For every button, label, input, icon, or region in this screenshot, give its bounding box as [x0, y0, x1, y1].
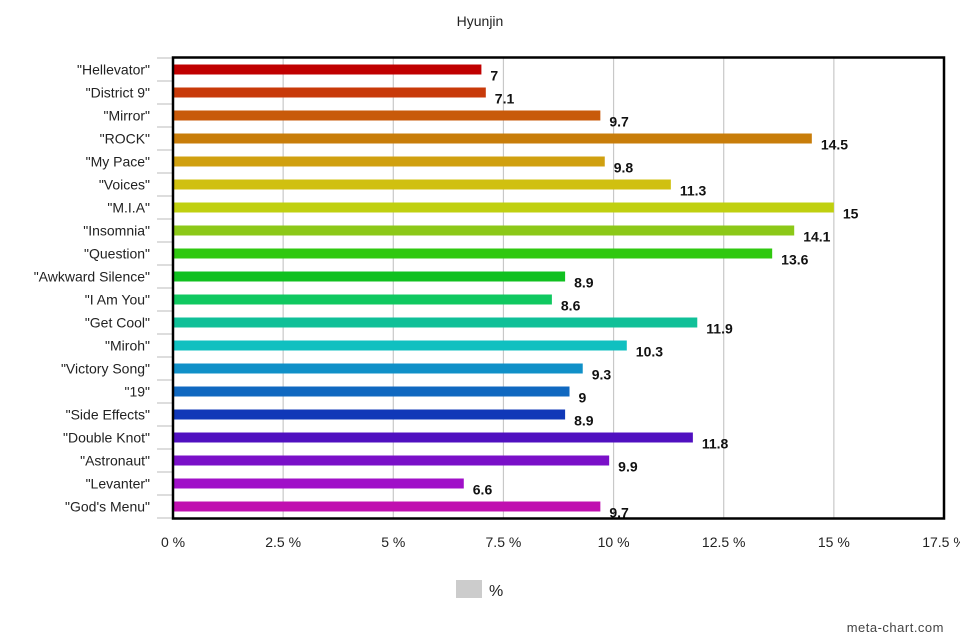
category-label: "My Pace" — [86, 154, 150, 170]
data-label: 11.8 — [702, 436, 729, 452]
legend-swatch — [456, 580, 482, 598]
data-label: 8.9 — [574, 275, 594, 291]
bar — [173, 409, 566, 420]
data-label: 9.7 — [609, 114, 629, 130]
legend-label: % — [489, 583, 503, 600]
data-label: 9.7 — [609, 505, 629, 521]
data-label: 10.3 — [636, 344, 663, 360]
x-tick-label: 5 % — [381, 534, 405, 550]
category-label: "Get Cool" — [85, 315, 150, 331]
x-tick-label: 15 % — [818, 534, 850, 550]
category-label: "Miroh" — [105, 338, 150, 354]
x-tick-label: 0 % — [161, 534, 185, 550]
category-label: "Double Knot" — [63, 430, 150, 446]
category-label: "Mirror" — [104, 108, 151, 124]
bar — [173, 156, 605, 167]
chart-title: Hyunjin — [457, 13, 504, 29]
x-tick-label: 7.5 % — [486, 534, 522, 550]
data-label: 7.1 — [495, 91, 515, 107]
category-label: "ROCK" — [100, 131, 150, 147]
data-label: 9.9 — [618, 459, 638, 475]
data-label: 9 — [579, 390, 587, 406]
data-label: 6.6 — [473, 482, 493, 498]
plot-border — [171, 56, 946, 520]
category-label: "District 9" — [86, 85, 150, 101]
data-label: 14.1 — [803, 229, 830, 245]
data-label: 13.6 — [781, 252, 808, 268]
x-tick-label: 12.5 % — [702, 534, 746, 550]
category-label: "Question" — [84, 246, 150, 262]
bar — [173, 87, 486, 98]
category-label: "Voices" — [99, 177, 150, 193]
bar — [173, 294, 552, 305]
credit-text: meta-chart.com — [847, 620, 944, 635]
bar — [173, 340, 627, 351]
bars — [173, 64, 834, 512]
data-label: 8.6 — [561, 298, 581, 314]
bar — [173, 455, 610, 466]
bar — [173, 133, 812, 144]
bar — [173, 64, 482, 75]
data-label: 9.8 — [614, 160, 634, 176]
x-tick-label: 2.5 % — [265, 534, 301, 550]
category-label: "M.I.A" — [107, 200, 150, 216]
data-label: 8.9 — [574, 413, 594, 429]
category-label: "God's Menu" — [65, 499, 150, 515]
bar — [173, 110, 601, 121]
bar — [173, 271, 566, 282]
data-label: 11.3 — [680, 183, 707, 199]
category-label: "Astronaut" — [80, 453, 150, 469]
data-labels: 7 7.1 9.7 14.5 9.8 11.3 15 14.1 13.6 8.9 8.6 11.9 10… — [473, 68, 859, 521]
data-label: 14.5 — [821, 137, 848, 153]
bar — [173, 363, 583, 374]
category-label: "Hellevator" — [77, 62, 150, 78]
category-label: "Levanter" — [86, 476, 150, 492]
y-axis-ticks — [157, 57, 173, 519]
bar — [173, 432, 693, 443]
x-tick-label: 17.5 % — [922, 534, 960, 550]
grid-lines — [282, 58, 835, 518]
legend: % — [456, 580, 503, 600]
category-label: "I Am You" — [85, 292, 150, 308]
x-tick-label: 10 % — [598, 534, 630, 550]
data-label: 7 — [490, 68, 498, 84]
bar — [173, 386, 570, 397]
bar — [173, 478, 464, 489]
data-label: 9.3 — [592, 367, 612, 383]
category-label: "Victory Song" — [61, 361, 150, 377]
category-label: "Side Effects" — [66, 407, 150, 423]
bar — [173, 202, 834, 213]
bar — [173, 501, 601, 512]
data-label: 11.9 — [706, 321, 733, 337]
bar — [173, 225, 795, 236]
category-labels: "Hellevator" "District 9" "Mirror" "ROCK" "M… — [34, 62, 150, 515]
data-label: 15 — [843, 206, 859, 222]
bar — [173, 248, 773, 259]
category-label: "Insomnia" — [83, 223, 150, 239]
category-label: "Awkward Silence" — [34, 269, 150, 285]
category-label: "19" — [124, 384, 150, 400]
bar — [173, 179, 671, 190]
x-tick-labels: 0 % 2.5 % 5 % 7.5 % 10 % 12.5 % 15 % 17.5 % — [161, 534, 960, 550]
bar — [173, 317, 698, 328]
